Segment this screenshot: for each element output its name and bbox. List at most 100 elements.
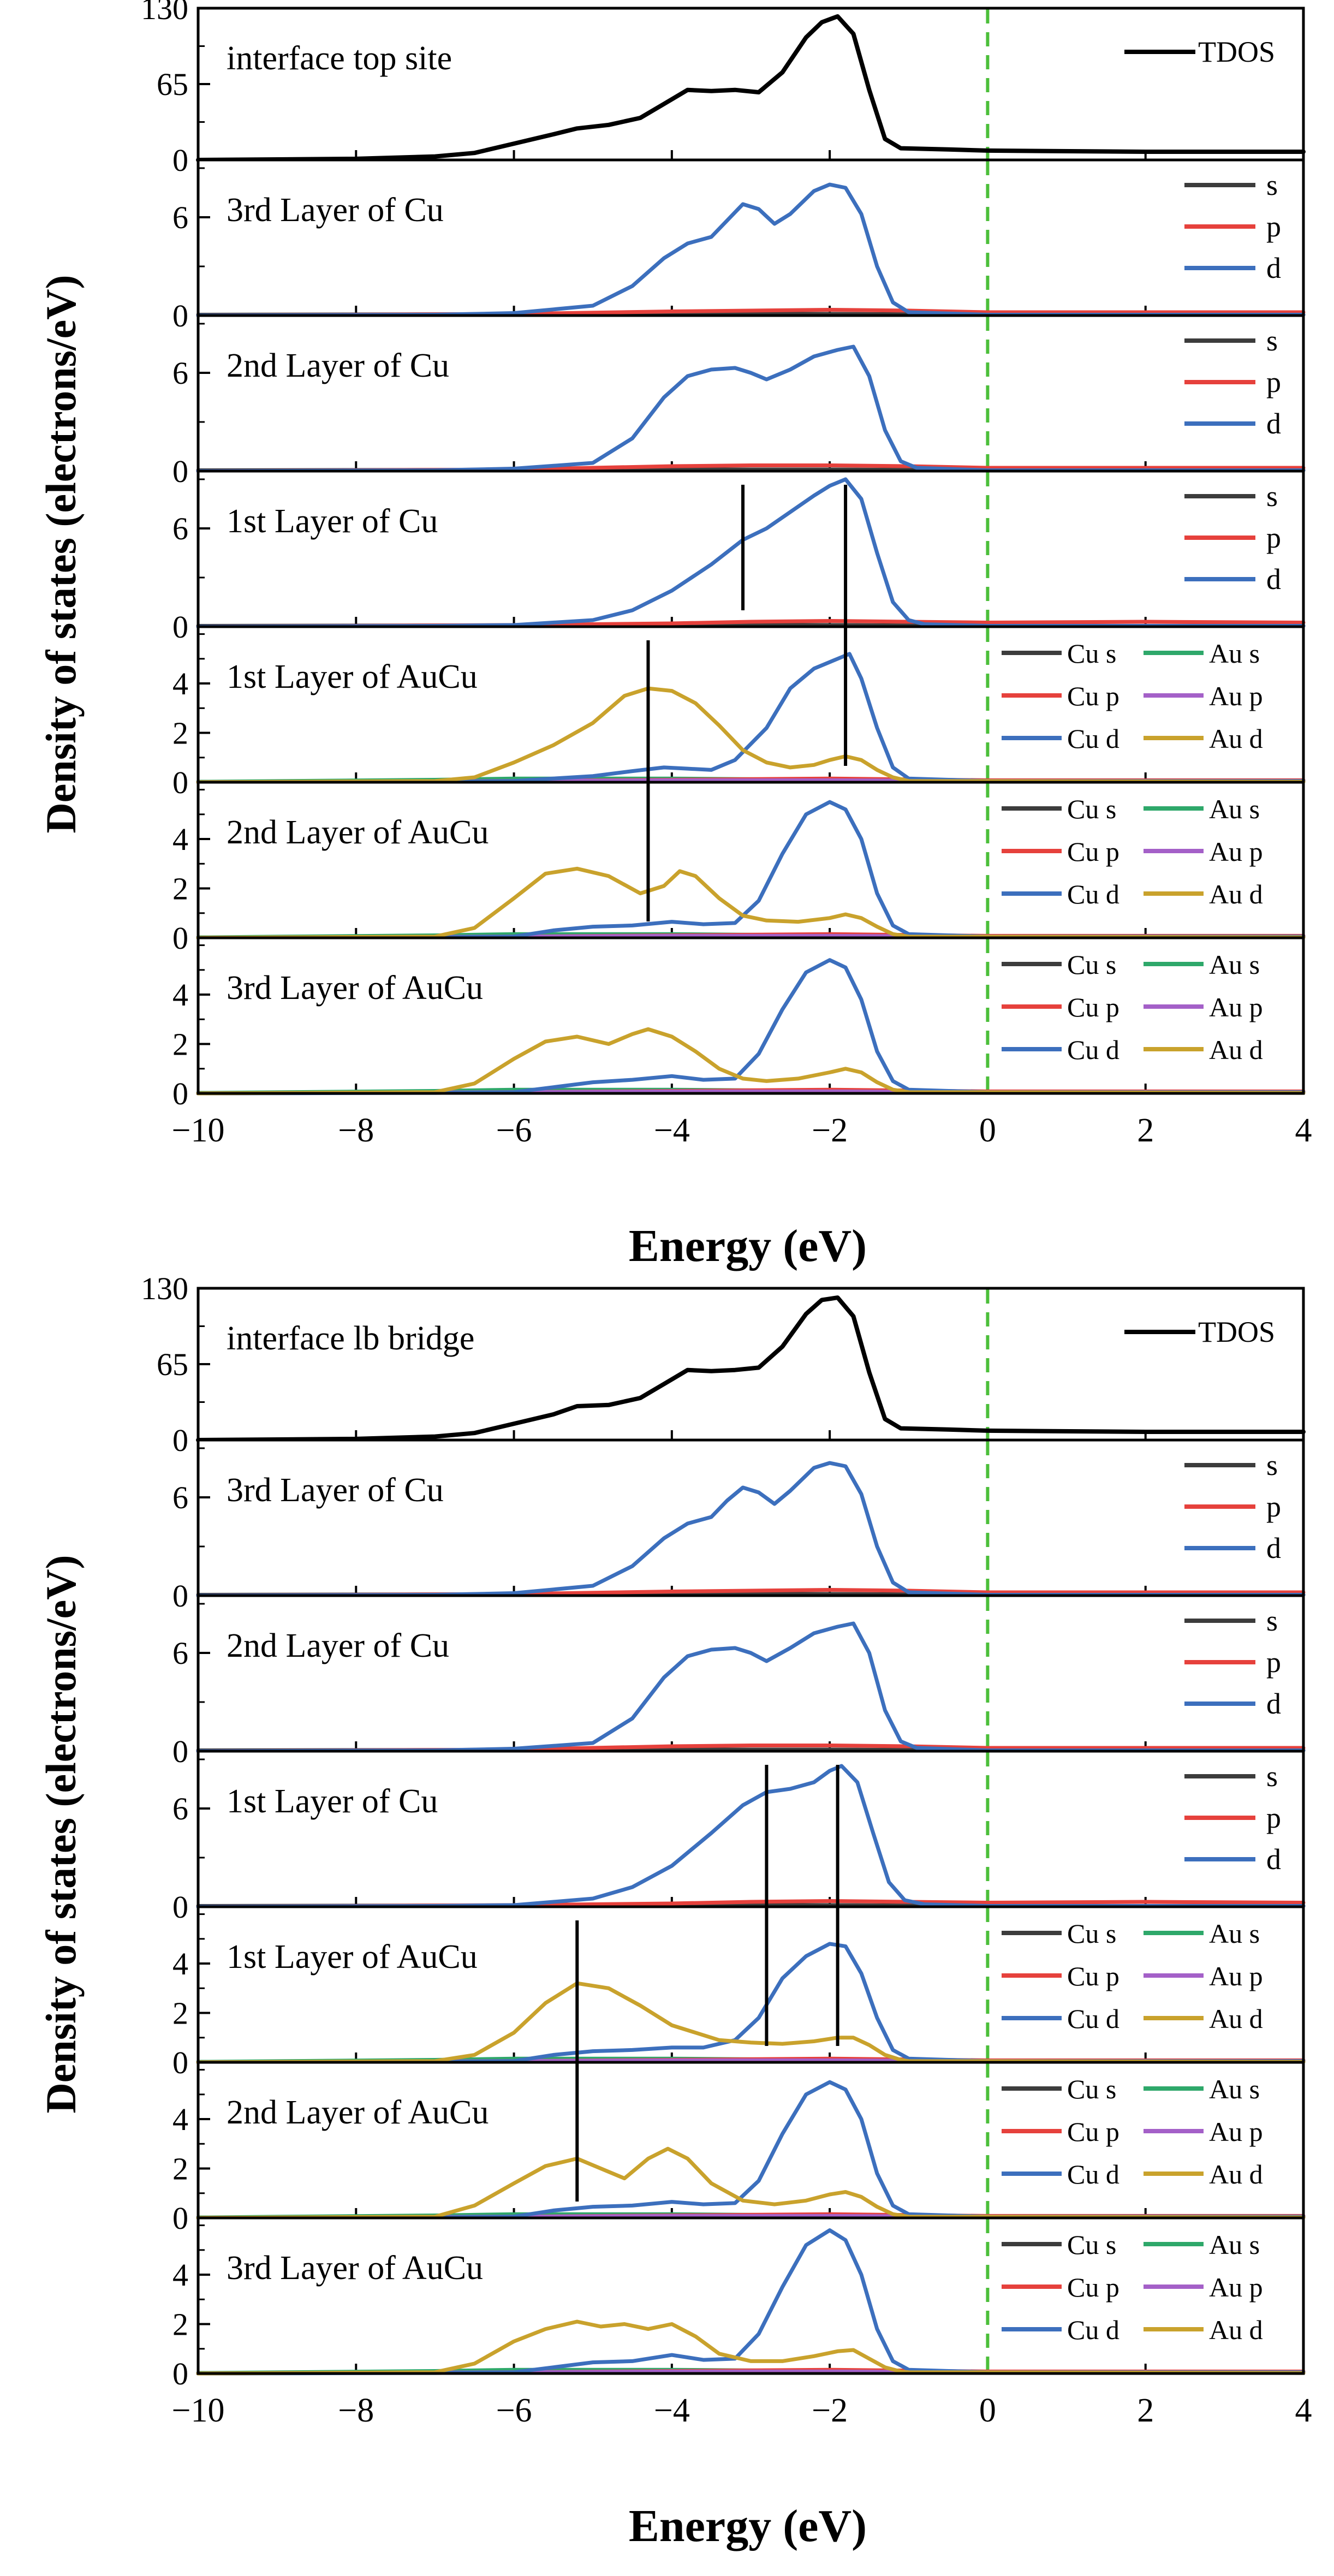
y-tick-label: 0 <box>172 1889 188 1925</box>
legend-label: s <box>1266 1449 1278 1482</box>
legend-label: p <box>1266 1801 1281 1834</box>
legend-label: d <box>1266 1532 1281 1564</box>
legend-label: s <box>1266 480 1278 513</box>
x-tick-label: −6 <box>496 2392 532 2429</box>
series-au-d-line <box>196 2319 1306 2376</box>
x-tick-label: −10 <box>172 1112 225 1149</box>
y-axis-label-top: Density of states (electrons/eV) <box>37 275 85 833</box>
y-tick-label: 0 <box>172 1423 188 1458</box>
y-tick-label: 0 <box>172 2356 188 2391</box>
y-tick-label: 4 <box>172 977 188 1013</box>
legend-label: TDOS <box>1198 35 1275 68</box>
series-cu-d-line <box>196 652 1306 784</box>
panel-1-chart-2: 0 65 130 interface lb bridge TDOS <box>141 1271 1306 1458</box>
x-tick-label: −2 <box>812 2392 848 2429</box>
legend-label: d <box>1266 407 1281 440</box>
legend-label: Cu d <box>1067 879 1119 909</box>
panel-background <box>198 1907 1303 2062</box>
legend-label: p <box>1266 521 1281 554</box>
panel-label: interface lb bridge <box>227 1320 474 1357</box>
panel-label: 2nd Layer of AuCu <box>227 814 489 851</box>
panel-background <box>198 316 1303 471</box>
panel-background <box>198 627 1303 782</box>
y-tick-label: 2 <box>172 1027 188 1062</box>
y-tick-label: 0 <box>172 2200 188 2236</box>
legend-label: Au d <box>1209 723 1263 754</box>
panel-4-chart-2: 0 6 1st Layer of Cu spd <box>172 1750 1306 1925</box>
panel-6-chart-2: 0 2 4 2nd Layer of AuCu Cu s Au s Cu p Au p Cu d… <box>172 2061 1306 2236</box>
legend-label: p <box>1266 1490 1281 1523</box>
panel-1-chart-1: 0 65 130 interface top site TDOS <box>141 0 1306 178</box>
y-tick-label: 0 <box>172 1076 188 1111</box>
legend-label: Cu p <box>1067 2272 1119 2303</box>
panel-label: 3rd Layer of Cu <box>227 1472 444 1509</box>
legend-label: Au s <box>1209 638 1260 669</box>
legend-label: Cu d <box>1067 1034 1119 1065</box>
y-tick-label: 4 <box>172 2257 188 2293</box>
x-tick-label: −6 <box>496 1112 532 1149</box>
panel-label: 1st Layer of Cu <box>227 503 438 540</box>
panel-4-chart-1: 0 6 1st Layer of Cu spd <box>172 469 1306 645</box>
legend-label: Au d <box>1209 2003 1263 2034</box>
legend-label: d <box>1266 563 1281 596</box>
y-tick-label: 65 <box>157 1347 188 1382</box>
legend-label: d <box>1266 1687 1281 1720</box>
legend-label: Cu d <box>1067 2315 1119 2345</box>
series-tdos-line <box>196 1295 1306 1442</box>
legend-label: Au p <box>1209 2272 1263 2303</box>
x-tick-label: −8 <box>338 1112 374 1149</box>
legend-label: Au p <box>1209 2116 1263 2147</box>
legend-label: Cu p <box>1067 992 1119 1022</box>
legend-label: Au d <box>1209 1034 1263 1065</box>
panel-background <box>198 938 1303 1093</box>
legend-label: s <box>1266 324 1278 357</box>
y-tick-label: 6 <box>172 1791 188 1827</box>
legend-label: d <box>1266 1843 1281 1876</box>
x-tick-label: 2 <box>1137 1112 1154 1149</box>
legend-label: Cu d <box>1067 723 1119 754</box>
y-tick-label: 0 <box>172 609 188 645</box>
series-au-d-line <box>196 2146 1306 2220</box>
legend-label: Au s <box>1209 2074 1260 2104</box>
x-tick-label: −2 <box>812 1112 848 1149</box>
legend-label: Cu s <box>1067 1918 1116 1949</box>
legend-label: Cu s <box>1067 638 1116 669</box>
x-tick-label: 0 <box>979 2392 996 2429</box>
panel-label: interface top site <box>227 40 452 77</box>
panel-label: 3rd Layer of AuCu <box>227 2250 483 2287</box>
series-cu-d-line <box>196 2228 1306 2376</box>
y-tick-label: 4 <box>172 1946 188 1982</box>
series-cu-d-line <box>196 800 1306 940</box>
y-tick-label: 0 <box>172 298 188 334</box>
x-tick-label: −8 <box>338 2392 374 2429</box>
y-tick-label: 6 <box>172 511 188 546</box>
x-tick-label: −4 <box>654 2392 690 2429</box>
series-d-line <box>196 344 1306 473</box>
y-tick-label: 6 <box>172 200 188 235</box>
panel-2-chart-2: 0 6 3rd Layer of Cu spd <box>172 1438 1306 1614</box>
legend-label: Au p <box>1209 681 1263 711</box>
panel-background <box>198 1440 1303 1596</box>
y-tick-label: 0 <box>172 920 188 956</box>
panel-label: 1st Layer of AuCu <box>227 1938 478 1976</box>
y-tick-label: 6 <box>172 1480 188 1515</box>
panel-background <box>198 2218 1303 2373</box>
panel-background <box>198 1751 1303 1907</box>
y-tick-label: 4 <box>172 2102 188 2137</box>
legend-label: Cu p <box>1067 836 1119 867</box>
legend-label: Au p <box>1209 992 1263 1022</box>
series-d-line <box>196 182 1306 318</box>
panel-background <box>198 160 1303 316</box>
legend-label: Au s <box>1209 794 1260 824</box>
legend-label: p <box>1266 210 1281 243</box>
y-tick-label: 130 <box>141 1271 188 1306</box>
legend-label: s <box>1266 1760 1278 1793</box>
series-d-line <box>196 477 1306 629</box>
y-tick-label: 2 <box>172 2307 188 2342</box>
panel-3-chart-2: 0 6 2nd Layer of Cu spd <box>172 1594 1306 1769</box>
panel-label: 2nd Layer of Cu <box>227 347 449 384</box>
y-tick-label: 0 <box>172 1734 188 1769</box>
x-tick-label: 4 <box>1295 2392 1312 2429</box>
x-tick-label: 2 <box>1137 2392 1154 2429</box>
